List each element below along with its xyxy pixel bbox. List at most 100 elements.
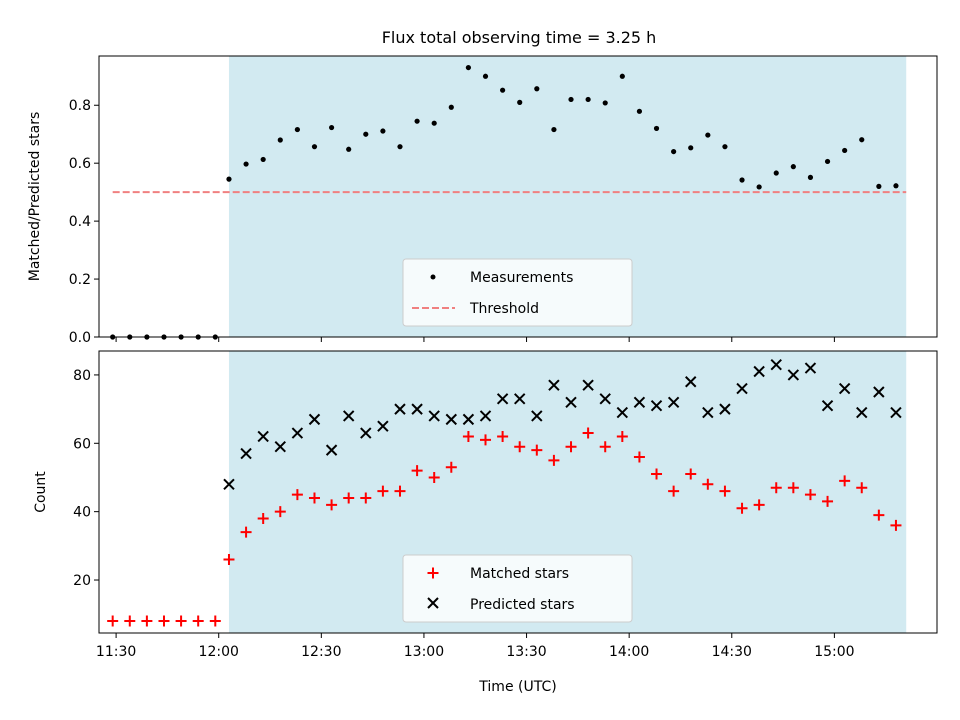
measurement-point — [294, 126, 300, 133]
matched-star-point — [291, 489, 303, 501]
measurement-point — [739, 177, 745, 183]
measurement-point — [243, 161, 249, 167]
top-panel: 0.00.20.40.60.8 Matched/Predicted stars … — [27, 55, 938, 346]
matched-star-point — [141, 615, 153, 627]
matched-star-point — [565, 441, 577, 453]
x-tick-label: 15:00 — [814, 644, 854, 660]
measurement-point — [448, 104, 454, 110]
predicted-star-point — [360, 427, 372, 439]
matched-star-point — [599, 441, 611, 453]
matched-star-point — [633, 451, 645, 463]
predicted-star-point — [565, 396, 577, 408]
matched-star-point — [651, 468, 663, 480]
x-tick-label: 13:00 — [404, 644, 444, 660]
matched-star-point — [514, 441, 526, 453]
matched-star-point — [308, 492, 320, 504]
y-tick-label: 20 — [73, 573, 91, 589]
predicted-star-point — [856, 406, 868, 419]
predicted-star-point — [377, 420, 389, 432]
predicted-star-point — [514, 393, 526, 405]
legend-threshold-label: Threshold — [469, 301, 539, 317]
measurement-point — [756, 184, 762, 190]
predicted-star-point — [787, 369, 800, 381]
y-tick-label: 0.6 — [69, 156, 91, 172]
matched-star-point — [175, 615, 187, 627]
matched-star-point — [192, 615, 204, 627]
matched-star-point — [274, 506, 286, 518]
measurement-point — [842, 147, 848, 154]
matched-star-point — [616, 430, 628, 442]
predicted-star-point — [445, 413, 458, 426]
matched-star-point — [462, 430, 474, 442]
bottom-x-axis: 11:30 12:00 12:30 13:00 13:30 14:00 14:30 15:00 — [96, 633, 855, 660]
x-tick-label: 11:30 — [96, 644, 136, 660]
predicted-star-point — [650, 399, 663, 412]
predicted-star-point — [496, 393, 509, 405]
top-x-ticks — [115, 337, 835, 342]
matched-star-point — [531, 444, 543, 456]
matched-star-point — [428, 471, 440, 483]
matched-star-point — [719, 485, 731, 497]
matched-star-point — [804, 489, 816, 501]
matched-star-point — [787, 482, 799, 494]
measurement-point — [705, 132, 711, 138]
measurement-point — [688, 145, 694, 151]
chart-title: Flux total observing time = 3.25 h — [382, 28, 657, 47]
legend-measurements-label: Measurements — [470, 270, 573, 286]
top-y-axis-label: Matched/Predicted stars — [27, 112, 43, 282]
matched-star-point — [753, 499, 765, 511]
predicted-star-point — [821, 399, 834, 412]
predicted-star-point — [616, 406, 629, 419]
measurement-point — [671, 148, 677, 155]
measurement-point — [534, 86, 540, 92]
measurement-point — [414, 118, 420, 124]
x-tick-label: 14:30 — [712, 644, 752, 660]
y-tick-label: 0.8 — [69, 98, 91, 114]
matched-star-point — [685, 468, 697, 480]
y-tick-label: 60 — [73, 436, 91, 452]
bottom-y-axis: 20 40 60 80 — [73, 368, 99, 589]
top-legend-box — [402, 258, 633, 327]
predicted-star-point — [325, 444, 338, 456]
matched-star-point — [702, 478, 714, 490]
predicted-star-point — [890, 406, 902, 419]
measurement-point — [277, 137, 283, 143]
matched-star-point — [223, 554, 235, 566]
measurement-point — [500, 87, 506, 93]
bottom-legend-box — [402, 554, 633, 623]
top-legend: Measurements Threshold — [402, 258, 633, 327]
predicted-star-point — [531, 410, 543, 422]
predicted-star-point — [770, 358, 782, 371]
predicted-star-point — [223, 478, 235, 491]
matched-star-point — [377, 485, 389, 497]
matched-star-point — [394, 485, 406, 497]
legend-matched-stars-label: Matched stars — [470, 566, 569, 582]
measurement-point — [824, 158, 831, 165]
matched-star-point — [890, 519, 902, 531]
measurement-point — [346, 146, 352, 152]
measurement-point — [431, 120, 437, 126]
matched-star-point — [411, 465, 423, 477]
bottom-panel-frame — [98, 350, 938, 634]
measurement-point — [380, 128, 386, 134]
matched-star-point — [770, 482, 782, 494]
predicted-star-point — [582, 379, 594, 391]
predicted-star-point — [291, 427, 304, 439]
predicted-star-point — [838, 382, 851, 395]
measurement-point — [773, 170, 779, 176]
measurement-point — [585, 96, 591, 103]
matched-star-point — [582, 427, 594, 439]
measurement-point — [517, 99, 523, 105]
predicted-star-point — [736, 382, 748, 395]
matched-star-point — [856, 482, 868, 494]
measurement-point — [619, 73, 625, 79]
predicted-star-point — [702, 406, 714, 419]
matched-star-point — [480, 434, 492, 446]
predicted-star-point — [342, 410, 355, 422]
matched-star-point — [873, 509, 885, 521]
measurement-point — [876, 183, 882, 189]
predicted-star-point — [394, 403, 406, 415]
predicted-star-point — [599, 393, 611, 405]
